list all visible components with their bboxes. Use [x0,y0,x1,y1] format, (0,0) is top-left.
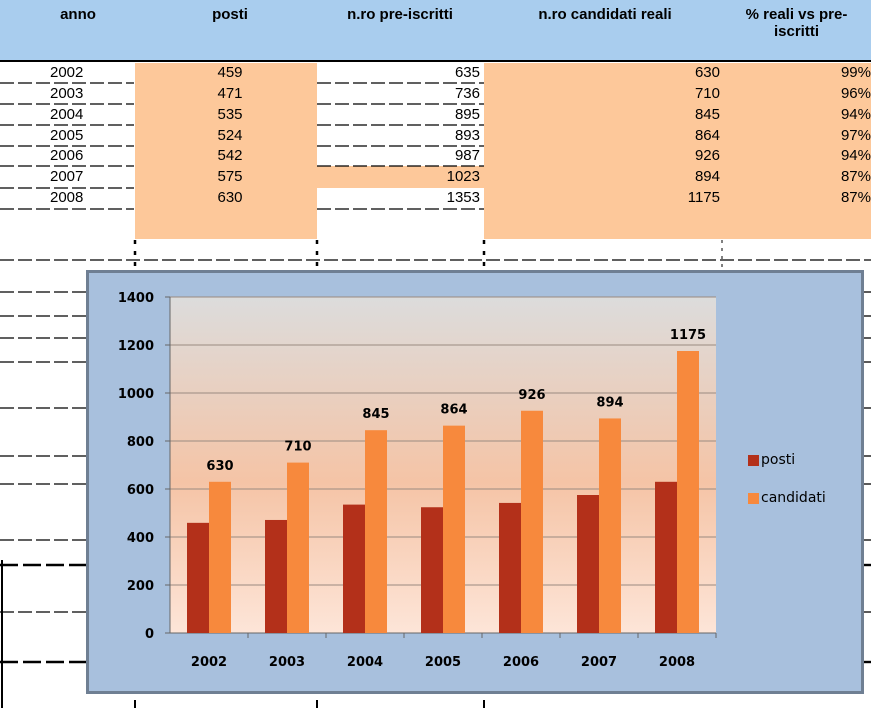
cell-cand: 864 [694,127,720,144]
cell-pct: 94% [840,147,871,164]
y-tick-label: 1200 [118,339,154,354]
legend-item-candidati: candidati [748,490,826,506]
bar-posti-2006 [499,502,521,633]
data-labels: 630 710 845 864 926 894 1175 [206,328,706,474]
cell-posti: 575 [217,168,243,185]
x-tick-label-2007: 2007 [581,655,617,670]
cell-posti: 630 [217,189,243,206]
y-tick-label: 600 [127,483,154,498]
cell-anno: 2003 [50,85,84,102]
header-percent: % reali vs pre- iscritti [722,6,871,40]
cell-cand: 1175 [687,189,720,206]
x-tick-labels: 2002 2003 2004 2005 2006 2007 2008 [191,655,695,670]
cell-cand: 710 [694,85,720,102]
legend-swatch-candidati [748,492,759,504]
x-tick-label-2002: 2002 [191,655,227,670]
data-label-2008: 1175 [670,328,706,343]
cell-pre: 893 [454,127,480,144]
header-anno: anno [60,6,96,23]
cell-posti: 524 [217,127,243,144]
cell-pct: 97% [840,127,871,144]
y-tick-label: 1400 [118,291,154,306]
bottom-ticks [134,700,485,708]
legend-swatch-posti [748,454,759,466]
cell-anno: 2005 [50,127,84,144]
cell-cand: 630 [694,64,720,81]
highlight-posti [135,63,317,239]
data-label-2005: 864 [440,403,467,418]
y-tick-label: 400 [127,531,154,546]
y-tick-label: 200 [127,579,154,594]
x-tick-label-2005: 2005 [425,655,461,670]
cell-pct: 96% [840,85,871,102]
highlight-2006 [317,166,484,188]
header-preiscritti: n.ro pre-iscritti [347,6,453,23]
bar-posti-2002 [187,522,209,633]
cell-pct: 87% [840,189,871,206]
bar-candidati-2008 [677,351,699,633]
cell-posti: 535 [217,106,243,123]
cell-posti: 542 [217,147,243,164]
cell-pre: 736 [454,85,480,102]
cell-pre: 1353 [446,189,480,206]
cell-pre: 635 [454,64,480,81]
y-tick-labels: 0 200 400 600 800 1000 1200 1400 [118,291,154,642]
bars [187,351,699,633]
bar-candidati-2003 [287,462,309,633]
y-tick-label: 0 [145,627,154,642]
data-label-2004: 845 [362,407,389,422]
header-percent-line1: % reali vs pre- [745,6,848,23]
cell-pre: 895 [454,106,480,123]
bar-candidati-2004 [365,430,387,633]
header-posti: posti [212,6,248,23]
bar-candidati-2007 [599,418,621,633]
bar-posti-2007 [577,495,599,633]
cell-pct: 94% [840,106,871,123]
data-label-2003: 710 [284,440,311,455]
bar-candidati-2002 [209,481,231,633]
x-tick-label-2006: 2006 [503,655,539,670]
bar-posti-2005 [421,507,443,633]
chart-legend: posti candidati [748,452,826,528]
cell-pct: 99% [840,64,871,81]
cell-pre: 1023 [446,168,480,185]
x-tick-label-2003: 2003 [269,655,305,670]
cell-cand: 926 [694,147,720,164]
cell-pre: 987 [454,147,480,164]
legend-label-candidati: candidati [761,490,826,506]
data-label-2007: 894 [596,395,623,410]
bar-posti-2004 [343,504,365,633]
dashed-rows [0,82,871,613]
y-tick-label: 1000 [118,387,154,402]
bar-posti-2008 [655,481,677,633]
bar-posti-2003 [265,519,287,633]
highlight-candidati [484,63,871,239]
dotted-columns [133,240,486,270]
header-percent-line2: iscritti [773,23,819,40]
bar-candidati-2005 [443,425,465,633]
cell-cand: 845 [694,106,720,123]
cell-anno: 2004 [50,106,84,123]
cell-anno: 2006 [50,147,84,164]
cell-posti: 459 [217,64,243,81]
header-candidati: n.ro candidati reali [538,6,672,23]
cell-anno: 2007 [50,168,84,185]
cell-pct: 87% [840,168,871,185]
cell-posti: 471 [217,85,243,102]
data-label-2002: 630 [206,459,233,474]
cell-anno: 2002 [50,64,84,81]
data-label-2006: 926 [518,388,545,403]
x-tick-label-2008: 2008 [659,655,695,670]
legend-item-posti: posti [748,452,826,468]
cell-cand: 894 [694,168,720,185]
bar-candidati-2006 [521,410,543,633]
thick-rows [0,563,871,664]
legend-label-posti: posti [761,452,796,468]
cell-anno: 2008 [50,189,84,206]
y-tick-label: 800 [127,435,154,450]
table-header: anno posti n.ro pre-iscritti n.ro candid… [0,0,871,62]
x-tick-label-2004: 2004 [347,655,383,670]
